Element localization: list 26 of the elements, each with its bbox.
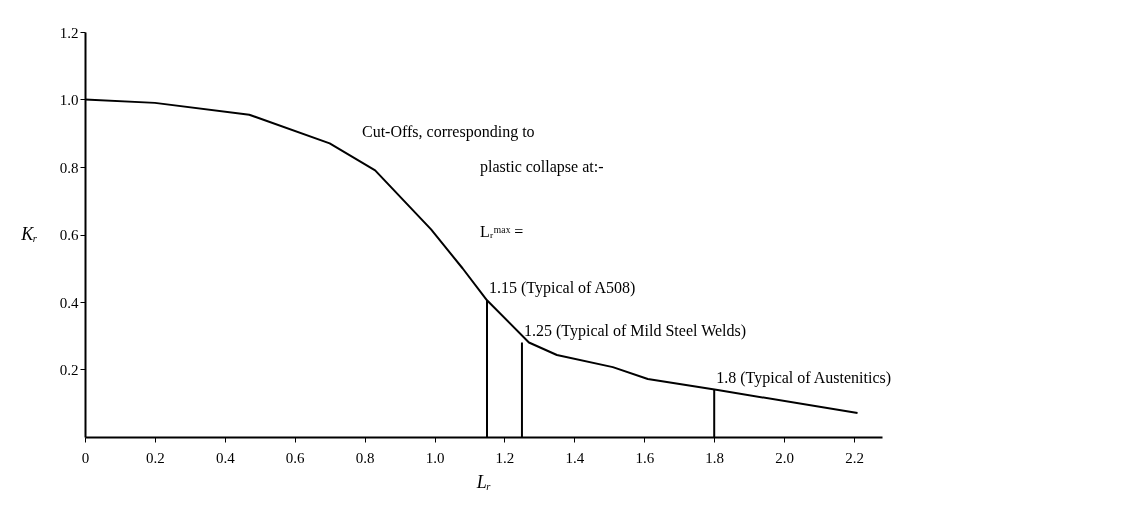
y-tick-label: 0.8: [59, 159, 79, 176]
x-tick-label: 0.4: [215, 449, 236, 466]
x-tick-label: 1.0: [425, 449, 445, 466]
y-tick-label: 0.2: [59, 362, 79, 378]
x-tick-label: 0.8: [355, 449, 375, 466]
annotation: Lᵣᵐᵃˣ =: [480, 223, 524, 240]
x-tick-label: 1.4: [565, 449, 585, 466]
y-tick-label: 1.0: [59, 92, 79, 108]
x-tick-label: 1.6: [635, 449, 655, 466]
y-tick-label: 0.6: [59, 227, 79, 243]
x-tick-label: 0.2: [146, 449, 165, 466]
x-tick-label: 0: [81, 449, 90, 466]
annotation: Cut-Offs, corresponding to: [362, 123, 535, 141]
x-tick-label: 1.2: [495, 449, 515, 466]
y-axis-title: Kᵣ: [20, 224, 38, 244]
annotation: plastic collapse at:-: [480, 158, 604, 176]
annotation: 1.15 (Typical of A508): [489, 279, 636, 298]
annotation: 1.8 (Typical of Austenitics): [716, 368, 892, 387]
x-tick-label: 0.6: [285, 449, 306, 466]
y-tick-label: 1.2: [59, 24, 79, 41]
x-tick-label: 2.2: [845, 449, 864, 466]
x-axis-title: Lᵣ: [475, 471, 492, 492]
annotation: 1.25 (Typical of Mild Steel Welds): [523, 321, 747, 340]
x-tick-label: 2.0: [775, 449, 794, 466]
y-tick-label: 0.4: [59, 294, 79, 311]
x-tick-label: 1.8: [705, 449, 725, 466]
